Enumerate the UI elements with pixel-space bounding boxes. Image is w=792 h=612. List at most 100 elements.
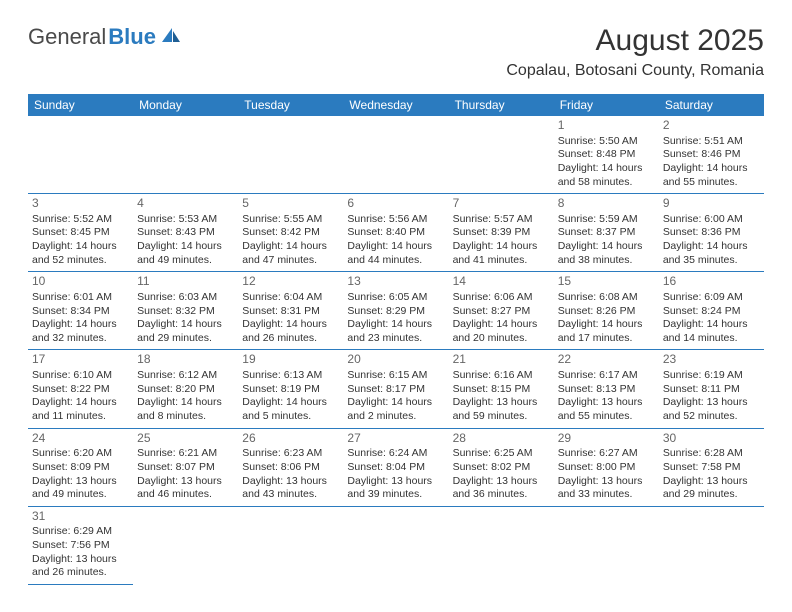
sunrise-text: Sunrise: 6:00 AM xyxy=(663,213,760,227)
daylight-text: Daylight: 14 hours and 55 minutes. xyxy=(663,162,760,189)
day-number: 24 xyxy=(32,431,129,447)
sunrise-text: Sunrise: 6:23 AM xyxy=(242,447,339,461)
empty-cell xyxy=(449,116,554,194)
daylight-text: Daylight: 13 hours and 59 minutes. xyxy=(453,396,550,423)
daylight-text: Daylight: 14 hours and 8 minutes. xyxy=(137,396,234,423)
day-cell: 15Sunrise: 6:08 AMSunset: 8:26 PMDayligh… xyxy=(554,272,659,350)
day-cell: 10Sunrise: 6:01 AMSunset: 8:34 PMDayligh… xyxy=(28,272,133,350)
empty-cell xyxy=(238,116,343,194)
day-cell: 22Sunrise: 6:17 AMSunset: 8:13 PMDayligh… xyxy=(554,350,659,428)
sunset-text: Sunset: 8:20 PM xyxy=(137,383,234,397)
daylight-text: Daylight: 14 hours and 41 minutes. xyxy=(453,240,550,267)
day-cell: 20Sunrise: 6:15 AMSunset: 8:17 PMDayligh… xyxy=(343,350,448,428)
day-cell: 28Sunrise: 6:25 AMSunset: 8:02 PMDayligh… xyxy=(449,428,554,506)
day-cell: 13Sunrise: 6:05 AMSunset: 8:29 PMDayligh… xyxy=(343,272,448,350)
sunrise-text: Sunrise: 5:52 AM xyxy=(32,213,129,227)
day-number: 9 xyxy=(663,196,760,212)
weekday-header: Tuesday xyxy=(238,94,343,116)
sunrise-text: Sunrise: 5:50 AM xyxy=(558,135,655,149)
sunset-text: Sunset: 8:13 PM xyxy=(558,383,655,397)
sunset-text: Sunset: 8:00 PM xyxy=(558,461,655,475)
empty-cell xyxy=(238,506,343,584)
daylight-text: Daylight: 14 hours and 11 minutes. xyxy=(32,396,129,423)
day-number: 26 xyxy=(242,431,339,447)
day-number: 10 xyxy=(32,274,129,290)
daylight-text: Daylight: 14 hours and 58 minutes. xyxy=(558,162,655,189)
sunset-text: Sunset: 8:32 PM xyxy=(137,305,234,319)
daylight-text: Daylight: 14 hours and 26 minutes. xyxy=(242,318,339,345)
sunset-text: Sunset: 8:48 PM xyxy=(558,148,655,162)
sunset-text: Sunset: 8:27 PM xyxy=(453,305,550,319)
sunrise-text: Sunrise: 6:09 AM xyxy=(663,291,760,305)
day-number: 19 xyxy=(242,352,339,368)
daylight-text: Daylight: 13 hours and 43 minutes. xyxy=(242,475,339,502)
sunset-text: Sunset: 8:34 PM xyxy=(32,305,129,319)
sunset-text: Sunset: 8:36 PM xyxy=(663,226,760,240)
sunset-text: Sunset: 8:09 PM xyxy=(32,461,129,475)
daylight-text: Daylight: 14 hours and 5 minutes. xyxy=(242,396,339,423)
sunset-text: Sunset: 8:42 PM xyxy=(242,226,339,240)
day-number: 16 xyxy=(663,274,760,290)
calendar-row: 31Sunrise: 6:29 AMSunset: 7:56 PMDayligh… xyxy=(28,506,764,584)
day-cell: 29Sunrise: 6:27 AMSunset: 8:00 PMDayligh… xyxy=(554,428,659,506)
sunset-text: Sunset: 7:58 PM xyxy=(663,461,760,475)
day-cell: 26Sunrise: 6:23 AMSunset: 8:06 PMDayligh… xyxy=(238,428,343,506)
sunset-text: Sunset: 8:07 PM xyxy=(137,461,234,475)
sunset-text: Sunset: 8:39 PM xyxy=(453,226,550,240)
day-number: 1 xyxy=(558,118,655,134)
weekday-header: Wednesday xyxy=(343,94,448,116)
sunrise-text: Sunrise: 6:05 AM xyxy=(347,291,444,305)
daylight-text: Daylight: 13 hours and 39 minutes. xyxy=(347,475,444,502)
day-cell: 19Sunrise: 6:13 AMSunset: 8:19 PMDayligh… xyxy=(238,350,343,428)
sunrise-text: Sunrise: 6:06 AM xyxy=(453,291,550,305)
sunrise-text: Sunrise: 6:13 AM xyxy=(242,369,339,383)
day-cell: 1Sunrise: 5:50 AMSunset: 8:48 PMDaylight… xyxy=(554,116,659,194)
empty-cell xyxy=(133,116,238,194)
daylight-text: Daylight: 14 hours and 29 minutes. xyxy=(137,318,234,345)
day-cell: 11Sunrise: 6:03 AMSunset: 8:32 PMDayligh… xyxy=(133,272,238,350)
day-number: 29 xyxy=(558,431,655,447)
sunset-text: Sunset: 8:37 PM xyxy=(558,226,655,240)
day-cell: 14Sunrise: 6:06 AMSunset: 8:27 PMDayligh… xyxy=(449,272,554,350)
day-cell: 12Sunrise: 6:04 AMSunset: 8:31 PMDayligh… xyxy=(238,272,343,350)
day-cell: 6Sunrise: 5:56 AMSunset: 8:40 PMDaylight… xyxy=(343,194,448,272)
sunset-text: Sunset: 8:22 PM xyxy=(32,383,129,397)
daylight-text: Daylight: 13 hours and 33 minutes. xyxy=(558,475,655,502)
day-cell: 25Sunrise: 6:21 AMSunset: 8:07 PMDayligh… xyxy=(133,428,238,506)
sunset-text: Sunset: 8:46 PM xyxy=(663,148,760,162)
daylight-text: Daylight: 14 hours and 49 minutes. xyxy=(137,240,234,267)
day-number: 30 xyxy=(663,431,760,447)
weekday-header: Sunday xyxy=(28,94,133,116)
logo-text-general: General xyxy=(28,24,106,50)
sunset-text: Sunset: 8:31 PM xyxy=(242,305,339,319)
sunrise-text: Sunrise: 6:15 AM xyxy=(347,369,444,383)
day-number: 15 xyxy=(558,274,655,290)
sunrise-text: Sunrise: 6:28 AM xyxy=(663,447,760,461)
sunrise-text: Sunrise: 5:57 AM xyxy=(453,213,550,227)
calendar-row: 24Sunrise: 6:20 AMSunset: 8:09 PMDayligh… xyxy=(28,428,764,506)
day-cell: 21Sunrise: 6:16 AMSunset: 8:15 PMDayligh… xyxy=(449,350,554,428)
day-number: 14 xyxy=(453,274,550,290)
sunset-text: Sunset: 8:17 PM xyxy=(347,383,444,397)
day-cell: 3Sunrise: 5:52 AMSunset: 8:45 PMDaylight… xyxy=(28,194,133,272)
sunset-text: Sunset: 8:29 PM xyxy=(347,305,444,319)
daylight-text: Daylight: 14 hours and 32 minutes. xyxy=(32,318,129,345)
sunset-text: Sunset: 8:06 PM xyxy=(242,461,339,475)
empty-cell xyxy=(28,116,133,194)
sunset-text: Sunset: 8:11 PM xyxy=(663,383,760,397)
sunset-text: Sunset: 8:24 PM xyxy=(663,305,760,319)
daylight-text: Daylight: 13 hours and 55 minutes. xyxy=(558,396,655,423)
day-cell: 16Sunrise: 6:09 AMSunset: 8:24 PMDayligh… xyxy=(659,272,764,350)
daylight-text: Daylight: 14 hours and 52 minutes. xyxy=(32,240,129,267)
daylight-text: Daylight: 13 hours and 36 minutes. xyxy=(453,475,550,502)
day-number: 3 xyxy=(32,196,129,212)
day-cell: 2Sunrise: 5:51 AMSunset: 8:46 PMDaylight… xyxy=(659,116,764,194)
daylight-text: Daylight: 14 hours and 2 minutes. xyxy=(347,396,444,423)
sunset-text: Sunset: 8:02 PM xyxy=(453,461,550,475)
sunrise-text: Sunrise: 6:04 AM xyxy=(242,291,339,305)
calendar-row: 1Sunrise: 5:50 AMSunset: 8:48 PMDaylight… xyxy=(28,116,764,194)
sunrise-text: Sunrise: 6:27 AM xyxy=(558,447,655,461)
empty-cell xyxy=(554,506,659,584)
sunset-text: Sunset: 8:15 PM xyxy=(453,383,550,397)
sunrise-text: Sunrise: 5:59 AM xyxy=(558,213,655,227)
